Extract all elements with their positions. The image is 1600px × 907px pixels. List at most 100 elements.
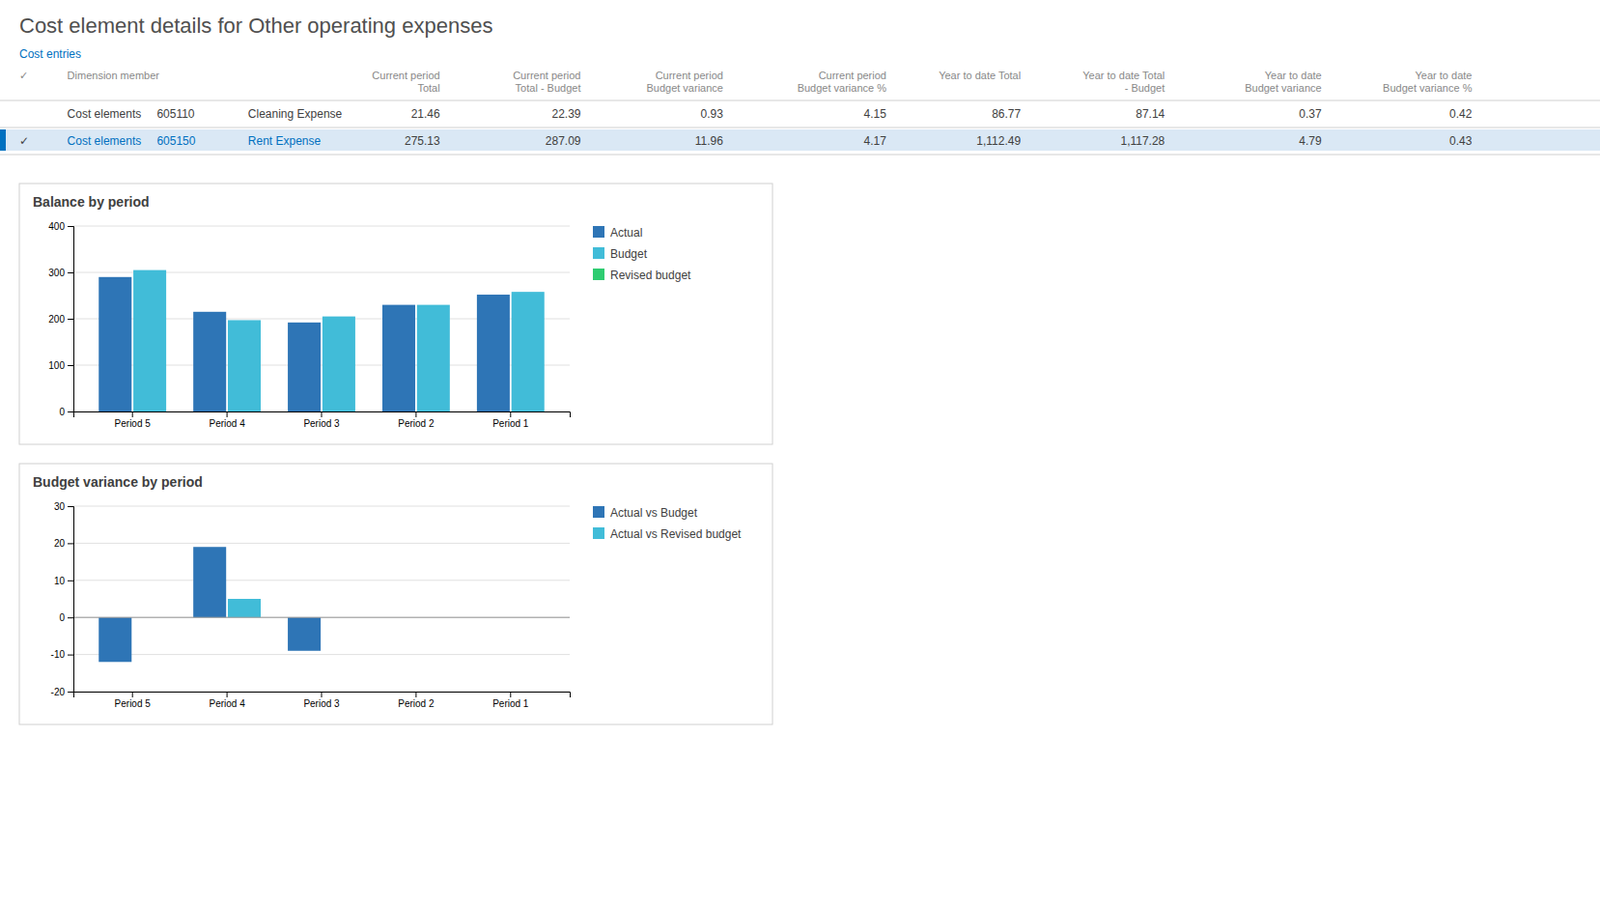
tick-label: Period 5 xyxy=(114,418,152,429)
legend-label: Revised budget xyxy=(610,268,692,282)
table-cell: 4.15 xyxy=(864,107,888,121)
legend-label: Actual vs Budget xyxy=(610,505,699,520)
tick: 200 xyxy=(48,313,74,325)
chart-title: Budget variance by period xyxy=(32,474,203,490)
legend-item: Budget xyxy=(592,247,648,261)
tick-label: 0 xyxy=(58,612,65,623)
table-cell: 22.39 xyxy=(551,107,581,121)
table-header: Current periodBudget variance % xyxy=(797,69,888,94)
tick-label: -10 xyxy=(51,648,66,660)
link[interactable]: Cost entries xyxy=(19,47,82,61)
table-cell: 0.42 xyxy=(1449,107,1473,121)
separator xyxy=(0,100,1600,102)
page: Cost element details for Other operating… xyxy=(0,0,1600,907)
tick-mark xyxy=(321,691,323,698)
tick-mark xyxy=(67,542,74,544)
tick-mark xyxy=(67,318,74,320)
tick: 0 xyxy=(58,406,74,418)
table-cell[interactable]: Cost elements xyxy=(67,134,142,148)
legend-swatch xyxy=(592,505,605,518)
tick: Period 5 xyxy=(114,411,152,429)
tick-mark xyxy=(67,691,74,693)
table-header: Year to date Total- Budget xyxy=(1082,69,1165,94)
axis-line xyxy=(67,226,75,413)
tick-mark xyxy=(415,411,417,418)
plot: 0 100 200 300 400 Period 5 Period 4 Period 3 Per… xyxy=(48,221,692,429)
axis-line xyxy=(67,506,75,693)
bar xyxy=(287,617,321,651)
tick: Period 1 xyxy=(492,691,530,709)
tick-label: Period 5 xyxy=(114,698,152,709)
tick-label: Period 4 xyxy=(208,698,246,709)
bar xyxy=(287,322,321,412)
table-cell: ✓ xyxy=(19,134,29,148)
tick-mark xyxy=(226,691,228,698)
table-cell[interactable]: 605150 xyxy=(156,134,196,148)
legend: Actual vs Budget Actual vs Revised budget xyxy=(592,505,742,541)
table-cell: 4.17 xyxy=(864,134,888,148)
tick: 30 xyxy=(54,501,74,512)
bar xyxy=(417,305,450,412)
table: ✓Dimension memberCurrent periodTotalCurr… xyxy=(0,69,1600,155)
table-cell: 0.93 xyxy=(701,107,725,121)
bar xyxy=(193,311,226,412)
tick-label: 20 xyxy=(54,537,66,549)
tick: 400 xyxy=(48,221,74,232)
table-cell: Cost elements xyxy=(67,107,142,121)
grid xyxy=(73,225,570,412)
tick-label: Period 4 xyxy=(208,418,246,429)
table-header: Current periodTotal - Budget xyxy=(512,69,581,94)
table-header: Year to date Total xyxy=(938,69,1021,82)
table-cell: Cleaning Expense xyxy=(248,107,343,121)
tick-mark xyxy=(67,617,74,618)
legend-label: Budget xyxy=(610,247,648,261)
table-header: Dimension member xyxy=(67,69,161,82)
tick: Period 3 xyxy=(303,691,340,709)
tick: -20 xyxy=(51,686,74,698)
tick: Period 3 xyxy=(303,411,340,429)
tick-label: Period 3 xyxy=(303,698,340,709)
panel-border xyxy=(19,183,773,445)
plot: -20 -10 0 10 20 30 Period 5 Period 4 Period 3 Per… xyxy=(51,501,743,709)
grid-line xyxy=(73,505,570,507)
tick-label: Period 1 xyxy=(492,698,530,709)
tick-label: 10 xyxy=(54,575,66,587)
bar xyxy=(227,319,261,412)
tick-label: Period 2 xyxy=(397,698,435,709)
tick: Period 2 xyxy=(397,691,435,709)
tick-label: 200 xyxy=(48,313,65,325)
y-axis: 0 100 200 300 400 xyxy=(48,221,74,418)
legend-swatch xyxy=(592,268,605,281)
tick: -10 xyxy=(51,648,74,660)
tick: 300 xyxy=(48,267,74,279)
chart-panel: Budget variance by period -20 -10 0 10 20 30 Pe… xyxy=(19,463,773,725)
axis-line xyxy=(74,412,571,419)
tick-label: Period 2 xyxy=(397,418,435,429)
grid-line xyxy=(73,617,570,618)
bar xyxy=(193,546,226,618)
legend-item: Actual vs Revised budget xyxy=(592,527,742,541)
table-cell: 287.09 xyxy=(545,134,582,148)
zero-line xyxy=(73,617,570,618)
bar xyxy=(382,305,416,412)
table-cell: 11.96 xyxy=(695,134,724,148)
tick-label: 300 xyxy=(48,267,65,279)
legend-swatch xyxy=(592,527,605,539)
tick: Period 2 xyxy=(397,411,435,429)
tick: Period 4 xyxy=(208,411,246,429)
grid xyxy=(73,505,570,692)
table-cell: 605110 xyxy=(156,107,195,121)
y-axis: -20 -10 0 10 20 30 xyxy=(51,501,75,698)
tick-mark xyxy=(67,654,74,656)
tick-mark xyxy=(132,411,134,418)
grid-line xyxy=(73,579,570,581)
table-cell[interactable]: Rent Expense xyxy=(248,134,322,148)
tick-label: 100 xyxy=(48,360,65,371)
legend-swatch xyxy=(592,225,605,238)
legend-label: Actual vs Revised budget xyxy=(610,527,742,541)
bar xyxy=(477,294,510,412)
table-cell: 1,112.49 xyxy=(976,134,1021,148)
table-header: Year to dateBudget variance xyxy=(1244,69,1322,94)
bars xyxy=(98,270,544,412)
grid-line xyxy=(73,653,570,655)
